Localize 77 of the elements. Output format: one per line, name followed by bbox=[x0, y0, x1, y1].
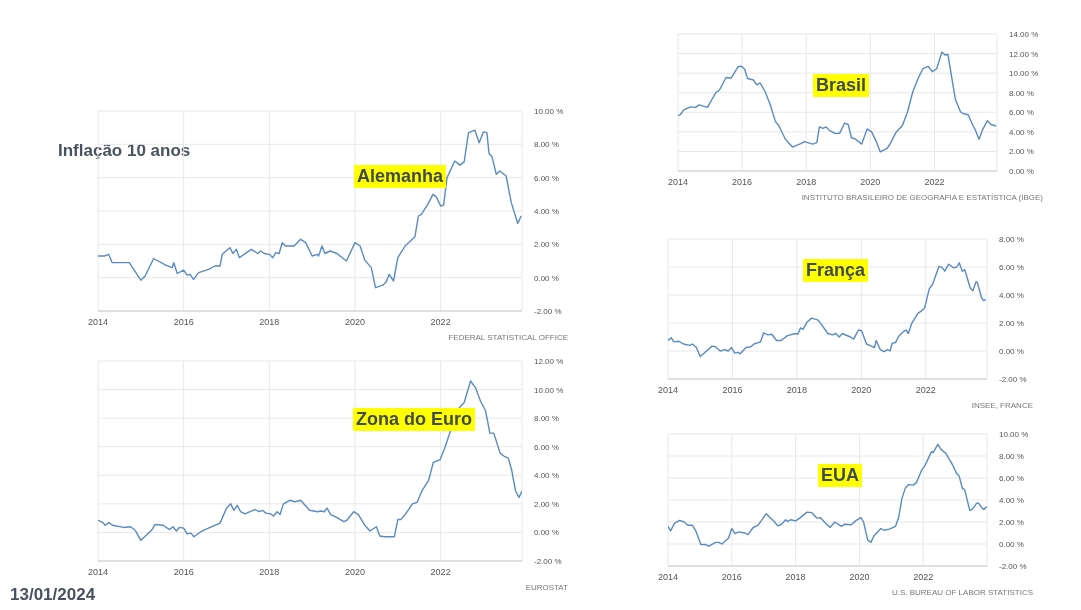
text: Inflação 10 anos bbox=[58, 141, 191, 161]
y-tick-label: 8.00 % bbox=[534, 414, 559, 424]
y-tick-label: 10.00 % bbox=[1009, 69, 1039, 79]
y-tick-label: 10.00 % bbox=[999, 430, 1029, 439]
x-tick-label: 2020 bbox=[860, 177, 881, 188]
y-tick-label: 12.00 % bbox=[534, 357, 564, 366]
y-tick-label: 6.00 % bbox=[999, 474, 1024, 483]
x-tick-label: 2018 bbox=[785, 572, 806, 583]
y-tick-label: 8.00 % bbox=[534, 140, 559, 150]
text: EUROSTAT bbox=[525, 583, 568, 592]
x-tick-label: 2018 bbox=[786, 385, 807, 396]
y-tick-label: 0.00 % bbox=[534, 528, 559, 538]
y-tick-label: 4.00 % bbox=[534, 207, 559, 216]
x-tick-label: 2016 bbox=[173, 317, 194, 328]
text: FEDERAL STATISTICAL OFFICE bbox=[448, 333, 568, 342]
x-tick-label: 2018 bbox=[259, 317, 280, 328]
y-tick-label: 2.00 % bbox=[999, 319, 1024, 328]
y-tick-label: 0.00 % bbox=[999, 540, 1024, 549]
x-tick-label: 2022 bbox=[913, 572, 934, 583]
x-tick-label: 2018 bbox=[259, 567, 280, 578]
text: Brasil bbox=[813, 74, 870, 97]
text: Alemanha bbox=[354, 165, 447, 188]
x-tick-label: 2016 bbox=[721, 572, 742, 583]
x-tick-label: 2018 bbox=[796, 177, 817, 188]
y-tick-label: 8.00 % bbox=[1009, 88, 1034, 98]
y-tick-label: 4.00 % bbox=[1009, 127, 1034, 137]
y-tick-label: 6.00 % bbox=[534, 173, 559, 183]
y-tick-label: 6.00 % bbox=[534, 442, 559, 452]
y-tick-label: 6.00 % bbox=[1009, 108, 1034, 118]
y-tick-label: 6.00 % bbox=[999, 263, 1024, 272]
y-tick-label: 12.00 % bbox=[1009, 49, 1039, 59]
y-tick-label: 0.00 % bbox=[534, 273, 559, 283]
x-tick-label: 2020 bbox=[344, 317, 365, 328]
text: 13/01/2024 bbox=[10, 585, 96, 605]
y-tick-label: 10.00 % bbox=[534, 107, 564, 116]
y-tick-label: 2.00 % bbox=[534, 499, 559, 509]
y-tick-label: 2.00 % bbox=[1009, 147, 1034, 157]
x-tick-label: 2022 bbox=[430, 567, 451, 578]
y-tick-label: 8.00 % bbox=[999, 452, 1024, 461]
y-tick-label: 4.00 % bbox=[999, 496, 1024, 505]
text: INSTITUTO BRASILEIRO DE GEOGRAFIA E ESTATÍSTICA (IBGE) bbox=[801, 193, 1043, 202]
x-tick-label: 2014 bbox=[657, 385, 679, 396]
x-tick-label: 2016 bbox=[722, 385, 743, 396]
y-tick-label: -2.00 % bbox=[534, 307, 562, 316]
line-series bbox=[668, 443, 987, 547]
y-tick-label: 14.00 % bbox=[1009, 30, 1039, 39]
text: INSEE, FRANCE bbox=[971, 401, 1033, 410]
y-tick-label: 0.00 % bbox=[999, 347, 1024, 356]
y-tick-label: 0.00 % bbox=[1009, 167, 1034, 176]
x-tick-label: 2020 bbox=[851, 385, 872, 396]
x-tick-label: 2014 bbox=[657, 572, 679, 583]
x-tick-label: 2016 bbox=[732, 177, 753, 188]
x-tick-label: 2020 bbox=[849, 572, 870, 583]
y-tick-label: 4.00 % bbox=[534, 471, 559, 481]
x-tick-label: 2022 bbox=[915, 385, 936, 396]
x-tick-label: 2014 bbox=[667, 177, 689, 188]
y-tick-label: 8.00 % bbox=[999, 235, 1024, 244]
text: França bbox=[803, 259, 869, 282]
x-tick-label: 2022 bbox=[430, 317, 451, 328]
line-series bbox=[98, 380, 522, 541]
x-tick-label: 2020 bbox=[344, 567, 365, 578]
y-tick-label: 4.00 % bbox=[999, 291, 1024, 300]
y-tick-label: -2.00 % bbox=[999, 562, 1027, 571]
text: Zona do Euro bbox=[353, 408, 475, 431]
x-tick-label: 2016 bbox=[173, 567, 194, 578]
text: EUA bbox=[818, 464, 863, 487]
y-tick-label: -2.00 % bbox=[999, 375, 1027, 384]
y-tick-label: 2.00 % bbox=[999, 518, 1024, 527]
x-tick-label: 2022 bbox=[924, 177, 945, 188]
x-tick-label: 2014 bbox=[87, 317, 109, 328]
line-series bbox=[668, 262, 987, 358]
y-tick-label: 10.00 % bbox=[534, 385, 564, 395]
y-tick-label: -2.00 % bbox=[534, 557, 562, 566]
line-series bbox=[678, 51, 997, 153]
x-tick-label: 2014 bbox=[87, 567, 109, 578]
text: U.S. BUREAU OF LABOR STATISTICS bbox=[891, 588, 1033, 597]
y-tick-label: 2.00 % bbox=[534, 240, 559, 250]
